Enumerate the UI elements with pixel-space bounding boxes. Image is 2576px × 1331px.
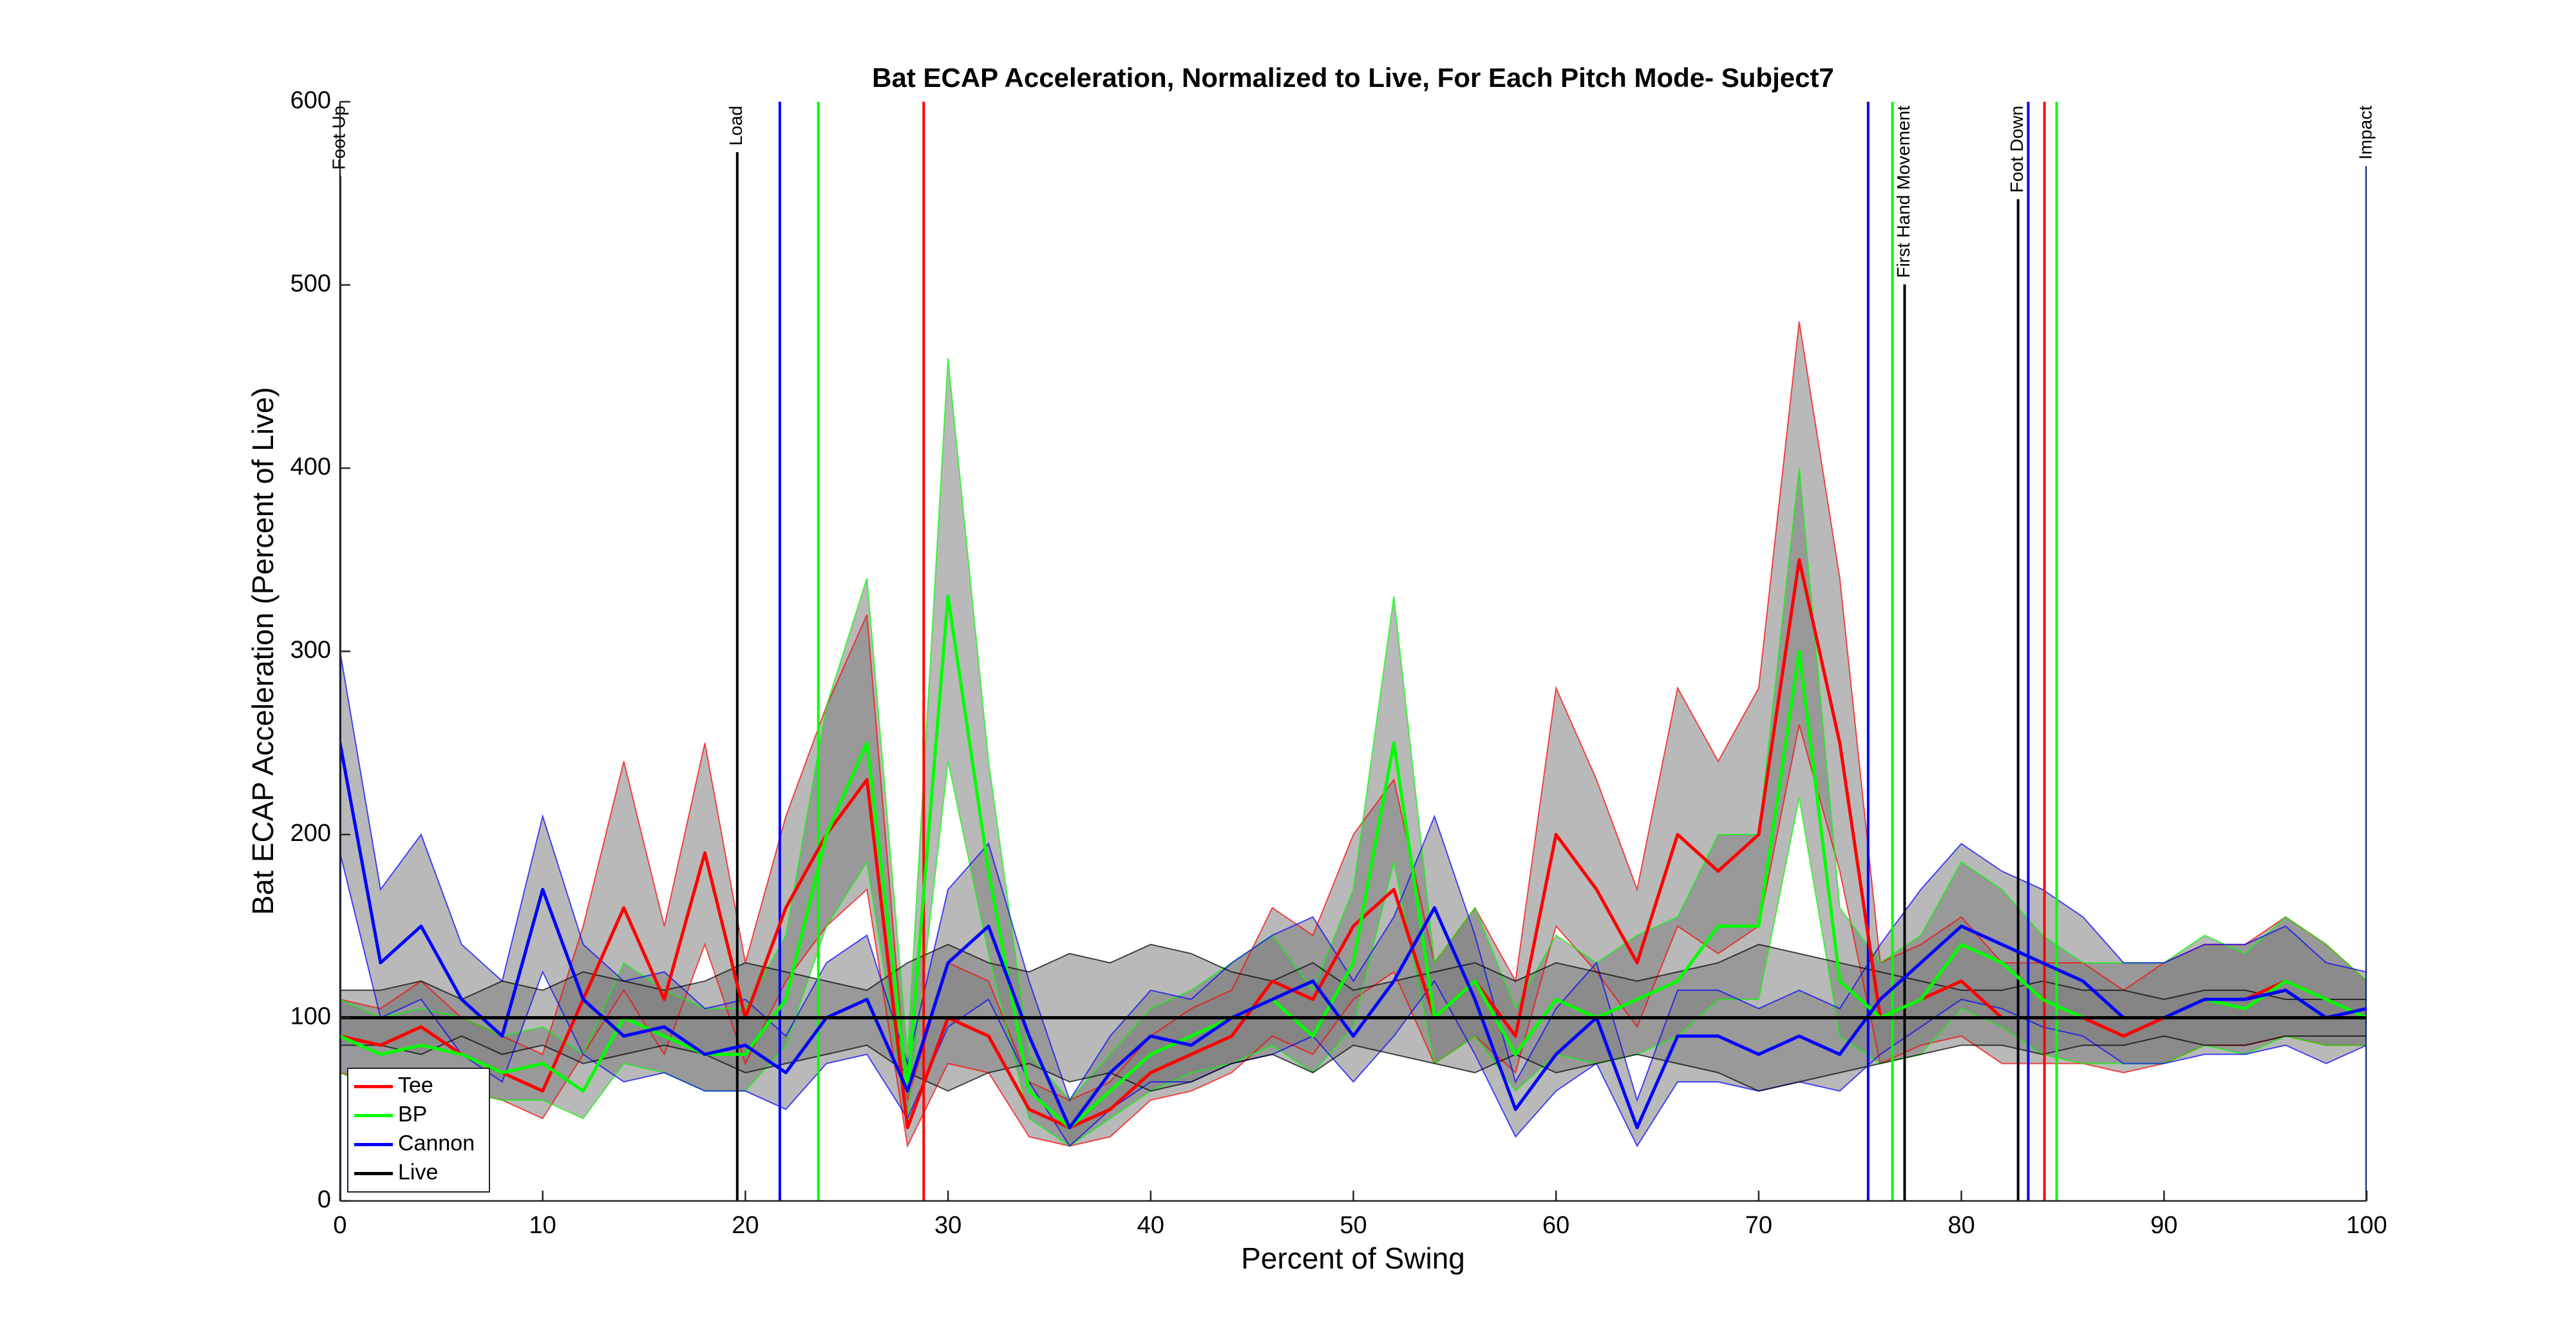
event-label: First Hand Movement xyxy=(1893,106,1913,278)
band-area xyxy=(340,358,2367,1146)
x-tick-label: 10 xyxy=(529,1212,556,1239)
y-tick-label: 400 xyxy=(290,453,331,480)
x-tick-label: 70 xyxy=(1745,1212,1772,1239)
x-tick-label: 60 xyxy=(1542,1212,1569,1239)
legend-label: BP xyxy=(398,1102,427,1126)
y-tick-label: 100 xyxy=(290,1003,331,1030)
series-line xyxy=(340,594,2367,1129)
x-tick-label: 50 xyxy=(1340,1212,1367,1239)
legend-label: Cannon xyxy=(398,1131,475,1155)
y-tick-label: 200 xyxy=(290,820,331,847)
y-tick-label: 600 xyxy=(290,87,331,114)
x-tick-label: 90 xyxy=(2150,1212,2177,1239)
legend-box xyxy=(347,1068,490,1193)
x-tick-label: 80 xyxy=(1947,1212,1975,1239)
y-axis-label: Bat ECAP Acceleration (Percent of Live) xyxy=(246,387,279,915)
event-label: Foot Up xyxy=(328,106,348,170)
x-tick-label: 40 xyxy=(1137,1212,1164,1239)
series-line xyxy=(340,742,2367,1129)
x-axis-label: Percent of Swing xyxy=(1241,1241,1465,1275)
x-tick-label: 20 xyxy=(732,1212,759,1239)
x-tick-label: 30 xyxy=(934,1212,961,1239)
chart-title: Bat ECAP Acceleration, Normalized to Liv… xyxy=(872,62,1834,93)
legend: Tee BP Cannon Live xyxy=(347,1068,490,1193)
y-tick-label: 0 xyxy=(317,1186,331,1213)
x-tick-label: 0 xyxy=(333,1212,346,1239)
event-label: Load xyxy=(726,106,746,146)
legend-label: Tee xyxy=(398,1073,433,1097)
event-label: Foot Down xyxy=(2007,106,2027,193)
y-tick-label: 300 xyxy=(290,637,331,664)
y-tick-label: 500 xyxy=(290,270,331,297)
legend-label: Live xyxy=(398,1160,438,1184)
event-label: Impact xyxy=(2355,106,2375,160)
plot-area xyxy=(340,102,2367,1201)
x-tick-label: 100 xyxy=(2346,1212,2387,1239)
